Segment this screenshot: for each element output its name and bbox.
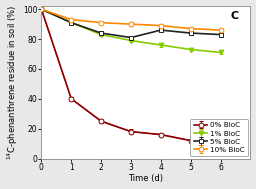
- Legend: 0% BioC, 1% BioC, 5% BioC, 10% BioC: 0% BioC, 1% BioC, 5% BioC, 10% BioC: [190, 119, 248, 156]
- X-axis label: Time (d): Time (d): [129, 174, 163, 184]
- Text: C: C: [231, 11, 239, 21]
- Y-axis label: $^{14}$C-phenanthrene residue in soil (%): $^{14}$C-phenanthrene residue in soil (%…: [6, 5, 20, 160]
